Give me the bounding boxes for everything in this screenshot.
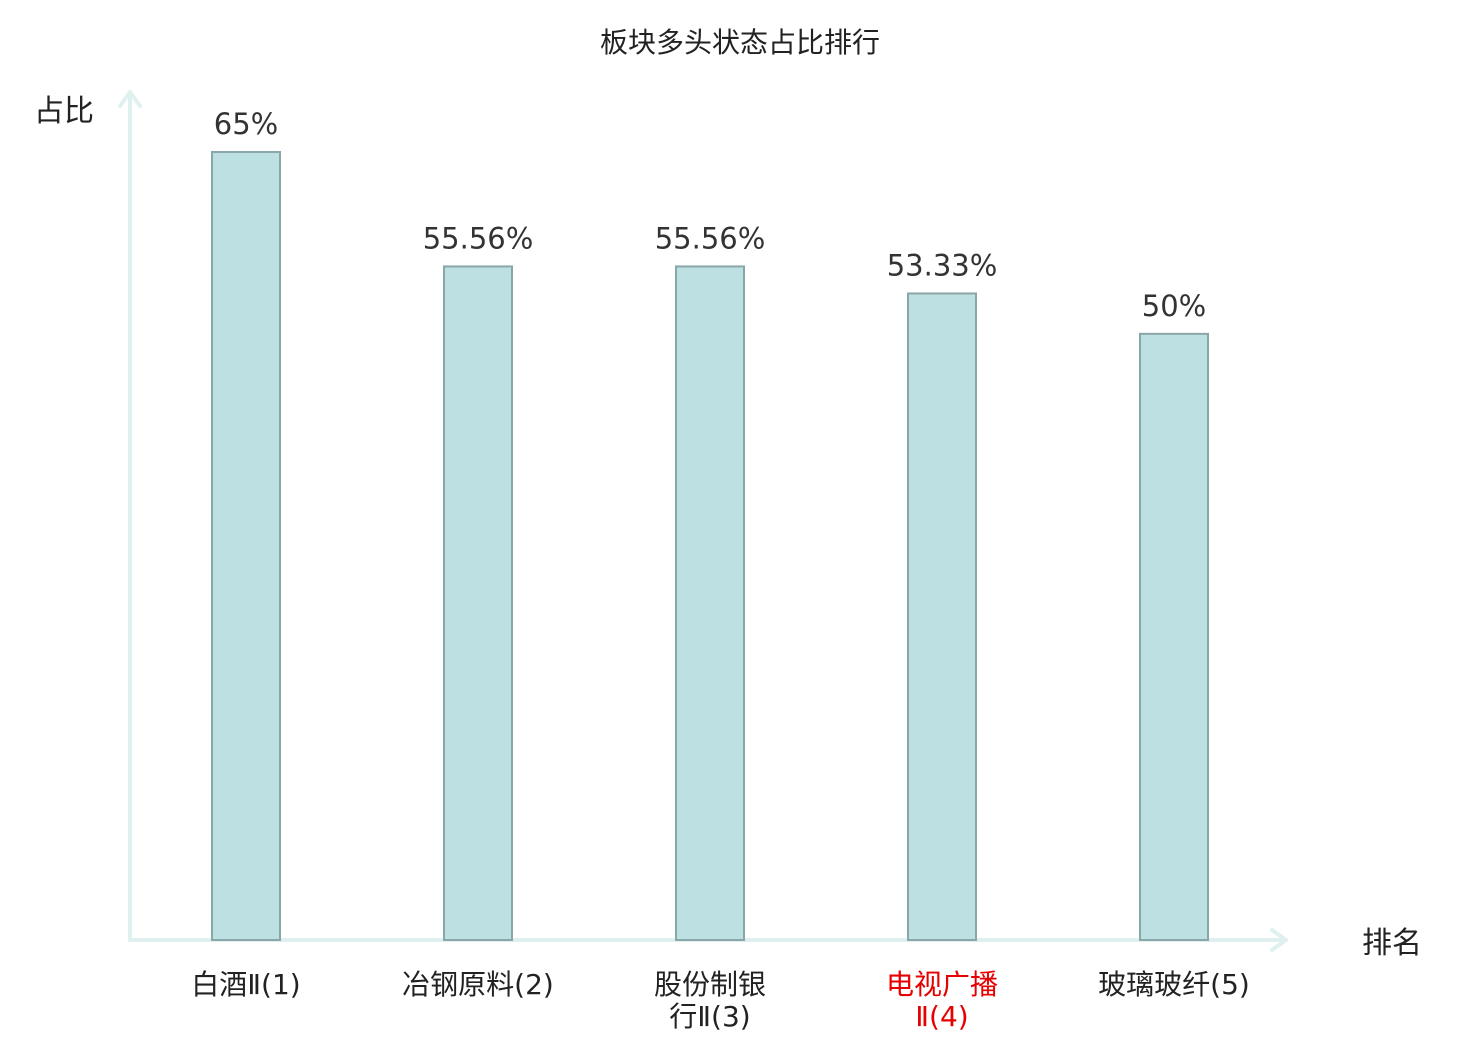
category-tick-label: Ⅱ(4) bbox=[915, 1000, 968, 1033]
category-tick-label: 行Ⅱ(3) bbox=[669, 1000, 750, 1033]
data-label: 55.56% bbox=[655, 221, 766, 255]
category-tick-label: 玻璃玻纤(5) bbox=[1098, 968, 1250, 1001]
value-labels: 65% 55.56% 55.56% 53.33% 50% bbox=[214, 107, 1206, 323]
bar bbox=[211, 151, 281, 941]
data-label: 55.56% bbox=[423, 221, 534, 255]
data-label: 53.33% bbox=[887, 248, 998, 282]
bar bbox=[675, 265, 745, 941]
chart-title: 板块多头状态占比排行 bbox=[600, 26, 880, 59]
y-axis-label: 占比 bbox=[34, 94, 94, 129]
category-tick-label: 冶钢原料(2) bbox=[402, 968, 554, 1001]
y-axis bbox=[118, 90, 142, 942]
category-tick-label: 股份制银 bbox=[654, 968, 766, 1001]
bar-series bbox=[211, 151, 1209, 942]
category-tick-label: 电视广播 bbox=[886, 968, 998, 1001]
x-axis-label: 排名 bbox=[1362, 926, 1422, 961]
bar bbox=[1139, 332, 1209, 942]
bar bbox=[443, 265, 513, 941]
data-label: 65% bbox=[214, 107, 278, 141]
category-tick-label: 白酒Ⅱ(1) bbox=[191, 968, 300, 1001]
data-label: 50% bbox=[1142, 289, 1206, 323]
bar bbox=[907, 292, 977, 941]
